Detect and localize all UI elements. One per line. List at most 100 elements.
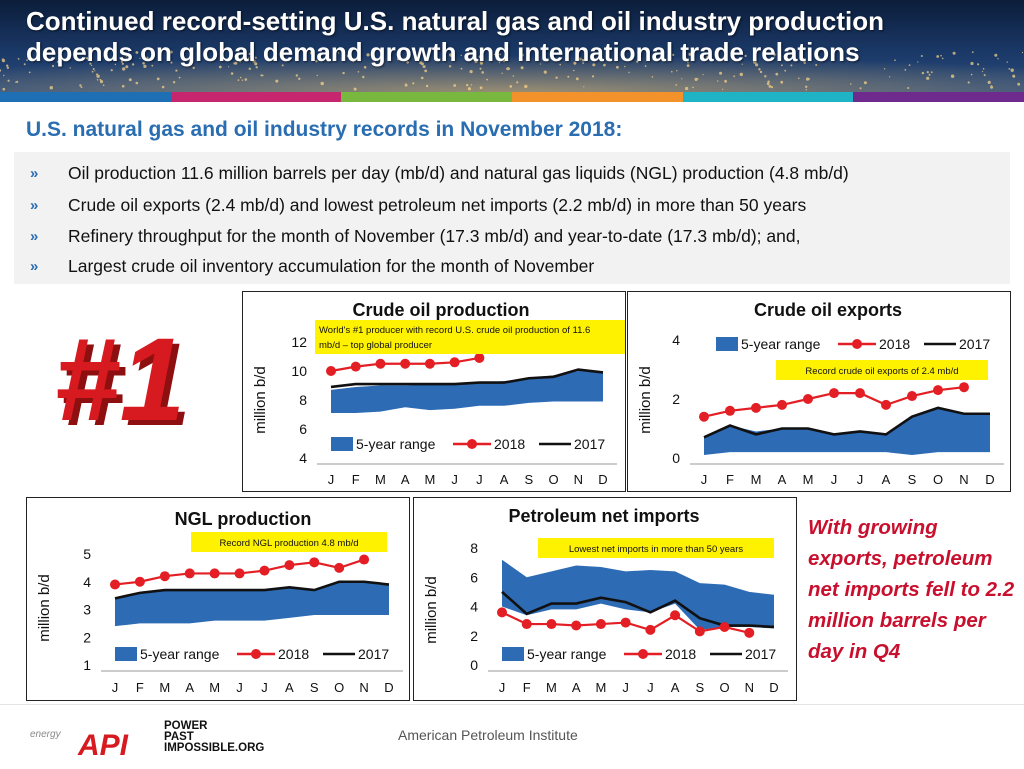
y-tick-label: 1 — [83, 657, 91, 673]
x-tick-label: O — [548, 472, 558, 487]
x-tick-label: J — [236, 680, 243, 695]
y-tick-label: 4 — [83, 574, 91, 590]
series-2018-point — [474, 352, 485, 363]
x-tick-label: M — [751, 472, 762, 487]
annotation-callout-box — [538, 538, 774, 558]
series-2018-point — [184, 568, 195, 579]
series-2018-point — [803, 394, 813, 404]
list-item-text: Crude oil exports (2.4 mb/d) and lowest … — [68, 194, 807, 215]
x-tick-label: M — [803, 472, 814, 487]
x-tick-label: F — [352, 472, 360, 487]
x-tick-label: D — [384, 680, 393, 695]
header-banner: Continued record-setting U.S. natural ga… — [0, 0, 1024, 92]
x-tick-label: N — [574, 472, 583, 487]
page-title-line-2: depends on global demand growth and inte… — [26, 37, 860, 67]
ngl-production-chart: NGL production million b/d 1 2 3 4 5 J F M A M J J A S O… — [26, 497, 410, 701]
list-item: » Crude oil exports (2.4 mb/d) and lowest… — [30, 190, 806, 220]
color-strip-segment — [512, 92, 683, 102]
x-tick-label: J — [112, 680, 119, 695]
series-2018-point — [497, 607, 507, 618]
side-note: With growing exports, petroleum net impo… — [808, 516, 1015, 663]
legend-label-2018: 2018 — [278, 646, 309, 662]
footer: energy API POWER PAST IMPOSSIBLE.ORG Ame… — [0, 704, 1024, 769]
x-tick-label: M — [159, 680, 170, 695]
series-2018-point — [259, 565, 270, 576]
legend-label-2017: 2017 — [959, 336, 990, 352]
series-2017-line — [114, 580, 390, 600]
annotation-callout-box — [191, 532, 387, 552]
x-tick-label: D — [598, 472, 607, 487]
section-subtitle: U.S. natural gas and oil industry record… — [26, 118, 623, 141]
y-tick-label: 6 — [470, 569, 478, 585]
series-2018-point — [571, 620, 582, 631]
power-past-impossible-tagline: POWER PAST IMPOSSIBLE.ORG — [164, 720, 265, 754]
legend-marker-2018 — [852, 339, 862, 349]
x-tick-label: A — [572, 680, 581, 695]
chart-title: NGL production — [175, 509, 312, 529]
series-2018-point — [159, 571, 170, 582]
x-tick-label: J — [701, 472, 708, 487]
chart-svg: Crude oil exports million b/d 0 2 4 J F M A M J J A S… — [637, 300, 1004, 487]
x-tick-label: J — [647, 680, 654, 695]
city-lights-background — [0, 40, 1024, 92]
y-axis-label: million b/d — [637, 366, 654, 434]
series-2018-point — [284, 560, 295, 571]
y-tick-label: 12 — [291, 334, 307, 350]
x-tick-label: N — [359, 680, 368, 695]
x-tick-label: O — [334, 680, 344, 695]
series-2018-point — [209, 568, 220, 579]
tagline-line: IMPOSSIBLE.ORG — [164, 742, 265, 754]
annotation-text: Record crude oil exports of 2.4 mb/d — [805, 366, 958, 377]
series-2018-point — [855, 388, 865, 399]
list-item: » Refinery throughput for the month of No… — [30, 221, 800, 251]
x-tick-label: A — [401, 472, 410, 487]
five-year-range-band — [502, 559, 774, 630]
y-axis-label: million b/d — [252, 366, 269, 434]
legend-swatch-range — [502, 647, 524, 661]
x-tick-label: S — [695, 680, 704, 695]
legend-swatch-range — [716, 337, 738, 351]
y-tick-label: 5 — [83, 546, 91, 562]
organization-name: American Petroleum Institute — [398, 727, 578, 743]
chart-title: Crude oil exports — [754, 300, 902, 320]
legend-label-2017: 2017 — [574, 436, 605, 452]
series-2018-point — [907, 391, 917, 402]
x-tick-label: F — [136, 680, 144, 695]
legend-label-range: 5-year range — [741, 336, 821, 352]
series-2018-point — [449, 357, 460, 368]
x-tick-label: N — [959, 472, 968, 487]
series-2018-point — [829, 388, 839, 399]
x-tick-label: A — [671, 680, 680, 695]
five-year-range-band — [115, 581, 389, 627]
y-tick-label: 8 — [299, 392, 307, 408]
y-axis-label: million b/d — [36, 574, 53, 642]
x-tick-label: J — [328, 472, 335, 487]
series-2018-point — [777, 399, 787, 410]
legend-label-2017: 2017 — [358, 646, 389, 662]
series-2018-point — [375, 358, 386, 369]
annotation-text: mb/d – top global producer — [319, 340, 432, 351]
series-2018-point — [620, 617, 631, 628]
series-2018-point — [719, 621, 730, 632]
series-2018-point — [309, 557, 320, 568]
api-logo: energy API — [30, 729, 129, 759]
series-2018-point — [424, 358, 435, 369]
records-bullet-list: » Oil production 11.6 million barrels per… — [14, 152, 1010, 284]
chevron-right-icon: » — [30, 164, 39, 182]
x-tick-label: N — [745, 680, 754, 695]
petroleum-net-imports-chart: Petroleum net imports million b/d 0 2 4 6 8 J F M… — [413, 497, 797, 701]
series-2018-point — [595, 619, 606, 630]
x-tick-label: M — [546, 680, 557, 695]
legend-label-2017: 2017 — [745, 646, 776, 662]
x-tick-label: J — [831, 472, 838, 487]
color-strip — [0, 92, 1024, 102]
y-tick-label: 0 — [672, 450, 680, 466]
annotation-callout-box — [776, 360, 988, 380]
x-tick-label: M — [209, 680, 220, 695]
x-tick-label: S — [310, 680, 319, 695]
y-tick-label: 4 — [299, 450, 307, 466]
legend-label-range: 5-year range — [140, 646, 220, 662]
number-one-badge: #1 #1 — [54, 320, 191, 435]
tagline-line: PAST — [164, 731, 194, 743]
